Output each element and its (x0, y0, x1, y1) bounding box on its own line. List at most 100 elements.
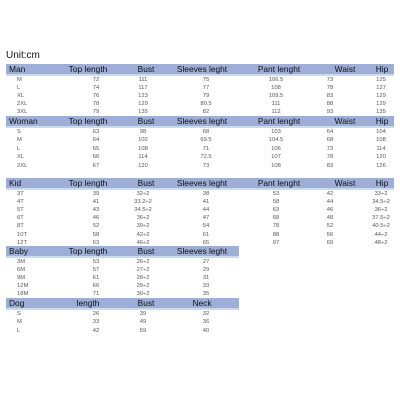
woman-cell: 120 (138, 162, 148, 169)
man-cell: 79 (202, 92, 210, 99)
dog-size-label: L (17, 327, 21, 334)
woman-section-title: Woman (9, 116, 38, 126)
woman-cell: 98 (139, 128, 147, 135)
baby-size-label: 9M (17, 274, 26, 281)
dog-separator (6, 308, 239, 310)
woman-cell: 73 (202, 162, 210, 169)
dog-header-row: Dog length Bust Neck (6, 298, 239, 308)
woman-column-header: Waist (334, 116, 356, 126)
man-cell: 112 (271, 108, 281, 115)
man-size-label: M (17, 76, 22, 83)
baby-cell: 53 (92, 258, 100, 265)
kid-cell: 88 (272, 231, 280, 238)
woman-table-row: 2XL 67 120 73 108 83 126 (6, 163, 394, 171)
woman-table-row: M 64 102 69.5 104.5 68 108 (6, 137, 394, 145)
kid-cell: 78 (272, 223, 280, 230)
man-cell: 135 (376, 108, 386, 115)
dog-section-title: Dog (9, 298, 25, 308)
dog-cell: 39 (139, 310, 147, 317)
baby-cell: 33 (202, 282, 210, 289)
dog-column-header: Bust (137, 298, 155, 308)
woman-cell: 114 (376, 145, 386, 152)
baby-header-row: Baby Top length Bust Sleeves leght (6, 246, 239, 256)
kid-size-label: 5T (17, 206, 24, 213)
baby-table-row: 12M 66 29÷2 33 (6, 283, 394, 291)
kid-cell: 44 (202, 206, 210, 213)
kid-header-row: Kid Top length Bust Sleeves leght Pant lengh… (6, 178, 394, 188)
baby-cell: 27÷2 (136, 266, 150, 273)
dog-cell: 33 (92, 319, 100, 326)
kid-cell: 60 (326, 239, 334, 246)
woman-cell: 64 (326, 128, 334, 135)
man-column-header: Waist (334, 64, 356, 74)
woman-size-label: 2XL (17, 162, 28, 169)
baby-column-header: Top length (68, 246, 108, 256)
kid-table-row: 3T 39 32÷2 38 53 42 33÷2 (6, 191, 394, 199)
kid-cell: 44 (326, 198, 334, 205)
man-cell: 129 (138, 100, 148, 107)
woman-cell: 66 (92, 154, 100, 160)
man-cell: 123 (138, 92, 148, 99)
woman-size-label: M (17, 137, 22, 143)
baby-cell: 35 (202, 290, 210, 297)
dog-cell: 59 (139, 327, 147, 334)
kid-table-row: 8T 52 39÷2 54 78 52 40.5÷2 (6, 223, 394, 231)
man-cell: 78 (92, 100, 100, 107)
kid-table-row: 12T 63 46÷2 65 97 60 48÷2 (6, 240, 394, 248)
kid-cell: 42÷2 (136, 231, 150, 238)
man-size-label: XL (17, 92, 25, 99)
dog-cell: 40 (202, 327, 210, 334)
woman-cell: 71 (202, 145, 210, 152)
kid-cell: 34.5÷2 (134, 206, 152, 213)
kid-cell: 41 (202, 198, 210, 205)
man-table-row: M 72 111 75 106.5 73 125 (6, 77, 394, 85)
man-cell: 77 (202, 84, 210, 91)
man-header-row: Man Top length Bust Sleeves leght Pant lengh… (6, 64, 394, 74)
kid-cell: 68 (272, 215, 280, 222)
baby-cell: 30÷2 (136, 290, 150, 297)
man-size-label: L (17, 84, 21, 91)
kid-column-header: Waist (334, 178, 356, 188)
man-column-header: Sleeves leght (176, 64, 228, 74)
dog-cell: 49 (139, 319, 147, 326)
kid-cell: 37.5÷2 (372, 215, 390, 222)
woman-separator (6, 126, 394, 128)
woman-cell: 68 (326, 137, 334, 143)
kid-cell: 46÷2 (136, 239, 150, 246)
kid-cell: 61 (202, 231, 210, 238)
man-cell: 127 (376, 84, 386, 91)
kid-column-header: Sleeves leght (176, 178, 228, 188)
kid-cell: 36÷2 (374, 206, 388, 213)
woman-cell: 108 (376, 137, 386, 143)
baby-cell: 57 (92, 266, 100, 273)
kid-cell: 41 (92, 198, 100, 205)
kid-cell: 54 (202, 223, 210, 230)
baby-cell: 29÷2 (136, 282, 150, 289)
woman-cell: 107 (271, 154, 281, 160)
kid-column-header: Top length (68, 178, 108, 188)
man-cell: 111 (138, 76, 148, 83)
woman-cell: 63 (92, 128, 100, 135)
kid-column-header: Pant lenght (257, 178, 301, 188)
dog-cell: 42 (92, 327, 100, 334)
woman-size-label: L (17, 145, 21, 152)
man-cell: 106.5 (268, 76, 284, 83)
woman-cell: 78 (326, 154, 334, 160)
kid-cell: 58 (92, 231, 100, 238)
baby-cell: 66 (92, 282, 100, 289)
baby-cell: 71 (92, 290, 100, 297)
kid-size-label: 4T (17, 198, 24, 205)
man-cell: 76 (92, 92, 100, 99)
man-cell: 88 (326, 100, 334, 107)
dog-size-label: M (17, 319, 22, 326)
man-table-row: L 74 117 77 108 78 127 (6, 85, 394, 93)
baby-cell: 61 (92, 274, 100, 281)
man-size-label: 3XL (17, 108, 28, 115)
baby-table-row: 18M 71 30÷2 35 (6, 291, 394, 299)
kid-cell: 36÷2 (136, 215, 150, 222)
man-column-header: Bust (137, 64, 155, 74)
woman-cell: 108 (271, 162, 281, 169)
kid-separator (6, 188, 394, 190)
woman-cell: 103 (271, 128, 281, 135)
kid-cell: 63 (92, 239, 100, 246)
